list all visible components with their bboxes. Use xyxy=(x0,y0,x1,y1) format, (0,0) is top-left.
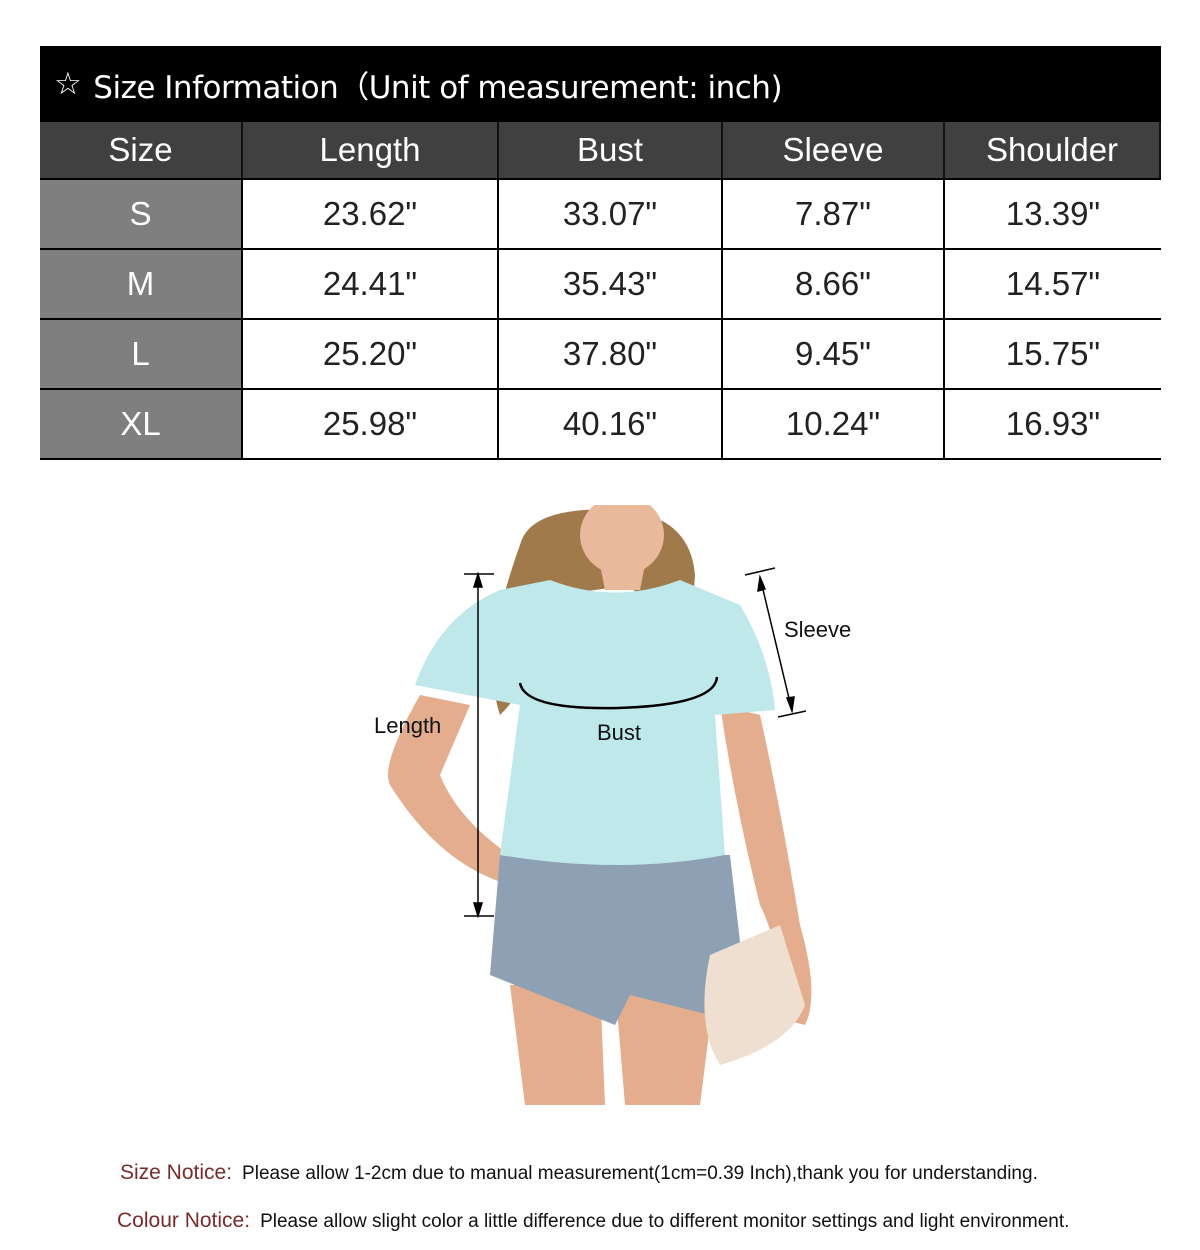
table-row: S 23.62" 33.07" 7.87" 13.39" xyxy=(40,180,1161,250)
measurement-cell: 35.43" xyxy=(499,250,723,318)
length-label: Length xyxy=(374,713,442,738)
measurement-cell: 23.62" xyxy=(243,180,499,248)
header-cell: Size xyxy=(40,122,243,178)
size-cell: L xyxy=(40,320,243,388)
measurement-cell: 40.16" xyxy=(499,390,723,458)
size-notice-text: Please allow 1-2cm due to manual measure… xyxy=(242,1163,1038,1184)
table-row: M 24.41" 35.43" 8.66" 14.57" xyxy=(40,250,1161,320)
header-cell: Bust xyxy=(499,122,723,178)
header-row: Size Length Bust Sleeve Shoulder xyxy=(40,122,1161,180)
colour-notice-text: Please allow slight color a little diffe… xyxy=(260,1211,1070,1232)
size-cell: S xyxy=(40,180,243,248)
table-title: ☆ Size Information（Unit of measurement: … xyxy=(40,46,1161,122)
star-icon: ☆ xyxy=(54,66,82,102)
colour-notice: Colour Notice: Please allow slight color … xyxy=(117,1209,1069,1233)
measurement-cell: 33.07" xyxy=(499,180,723,248)
size-notice: Size Notice: Please allow 1-2cm due to ma… xyxy=(120,1161,1038,1185)
header-cell: Sleeve xyxy=(723,122,945,178)
header-cell: Shoulder xyxy=(945,122,1161,178)
size-cell: M xyxy=(40,250,243,318)
measurement-cell: 15.75" xyxy=(1005,335,1101,372)
bust-label: Bust xyxy=(597,720,642,745)
colour-notice-label: Colour Notice: xyxy=(117,1209,251,1232)
measurement-cell: 9.45" xyxy=(723,320,945,388)
measurement-cell: 24.41" xyxy=(243,250,499,318)
measurement-cell: 10.24" xyxy=(723,390,945,458)
table-row: XL 25.98" 40.16" 10.24" 16.93" xyxy=(40,390,1161,460)
size-table: ☆ Size Information（Unit of measurement: … xyxy=(40,46,1161,460)
model-photo xyxy=(388,505,812,1105)
measurement-cell: 25.20" xyxy=(243,320,499,388)
measurement-cell: 37.80" xyxy=(499,320,723,388)
header-cell: Length xyxy=(243,122,499,178)
measurement-cell: 14.57" xyxy=(1005,265,1101,302)
measurement-cell: 7.87" xyxy=(723,180,945,248)
size-cell: XL xyxy=(40,390,243,458)
measurement-cell: 8.66" xyxy=(723,250,945,318)
sleeve-label: Sleeve xyxy=(784,617,852,642)
table-row: L 25.20" 37.80" 9.45" 15.75" xyxy=(40,320,1161,390)
measurement-cell: 25.98" xyxy=(243,390,499,458)
size-notice-label: Size Notice: xyxy=(120,1161,233,1184)
measurement-cell: 16.93" xyxy=(1005,405,1101,442)
measurement-cell: 13.39" xyxy=(1005,195,1101,232)
title-text: Size Information（Unit of measurement: in… xyxy=(93,69,783,106)
